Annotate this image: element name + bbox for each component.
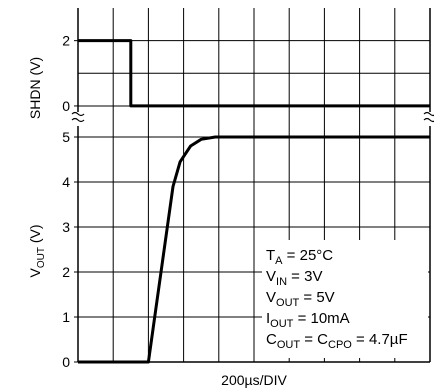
annotation-line: TA = 25°C: [266, 247, 333, 267]
series-layer: [78, 39, 430, 364]
y-tick-label: 3: [62, 219, 70, 235]
bottom-ylabel: VOUT (V): [27, 224, 47, 277]
annotation-bg: [262, 240, 428, 358]
y-tick-label: 0: [62, 98, 70, 114]
annotation-line: VOUT = 5V: [266, 289, 335, 309]
annotation-line: VIN = 3V: [266, 268, 322, 288]
x-axis-label: 200µs/DIV: [221, 372, 287, 388]
annotation-line: COUT = CCPO = 4.7µF: [266, 331, 408, 351]
y-tick-label: 4: [62, 174, 70, 190]
axis-break: [423, 117, 434, 123]
y-tick-label: 2: [62, 33, 70, 49]
y-tick-label: 2: [62, 264, 70, 280]
shdn-trace: [78, 39, 430, 108]
y-tick-label: 1: [62, 309, 70, 325]
y-tick-label: 5: [62, 129, 70, 145]
ylabel-sub: OUT: [36, 247, 47, 268]
axis-break: [71, 117, 85, 123]
annotation-line: IOUT = 10mA: [266, 310, 350, 330]
y-tick-label: 0: [62, 354, 70, 370]
tick-labels: 0 2 0 1 2 3 4 5: [62, 33, 78, 370]
ylabel-base: V: [27, 268, 43, 278]
axis-break: [423, 111, 434, 117]
top-ylabel: SHDN (V): [27, 57, 43, 119]
axis-break: [71, 111, 85, 117]
ylabel-unit: (V): [27, 224, 43, 247]
vout-trace: [78, 135, 430, 364]
